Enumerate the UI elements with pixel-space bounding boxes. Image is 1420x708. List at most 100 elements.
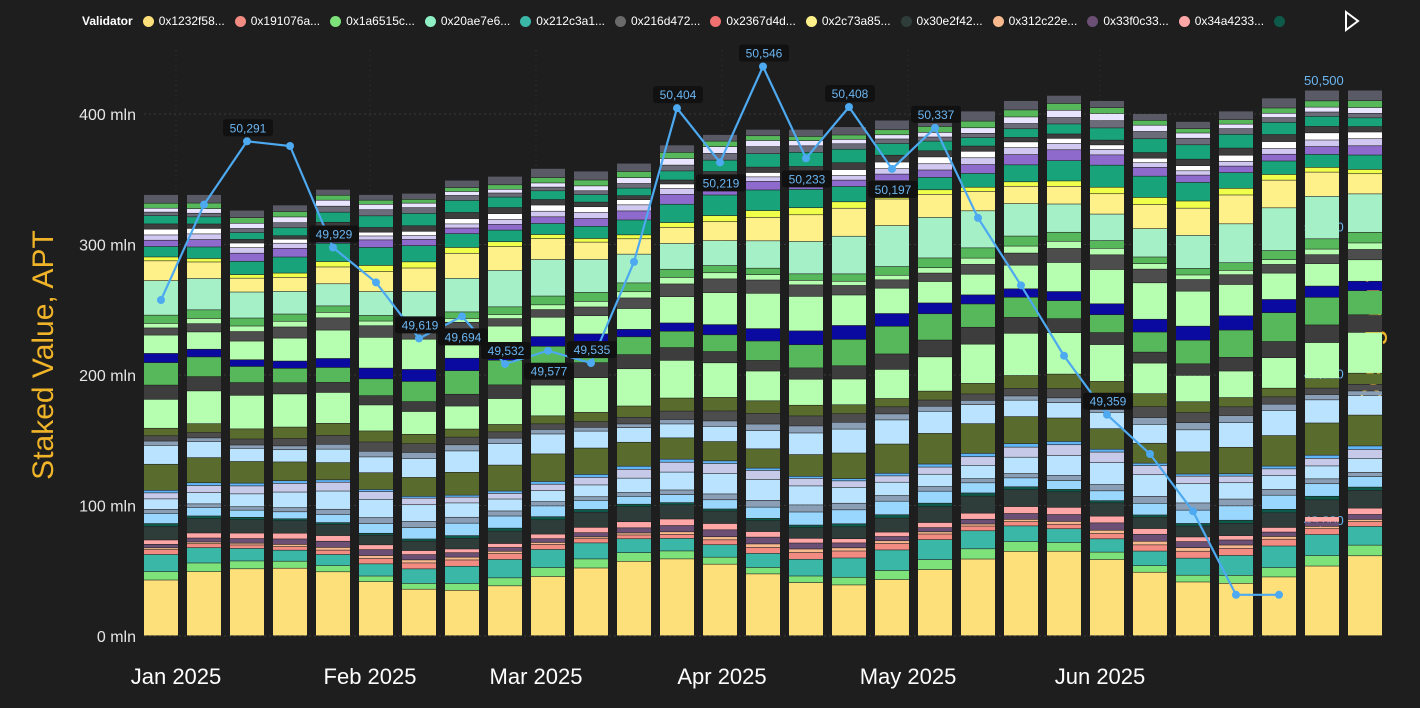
bar-segment <box>832 422 866 429</box>
bar-segment <box>531 191 565 200</box>
bar-segment <box>445 437 479 445</box>
legend-item[interactable]: 0x216d472... <box>615 14 700 28</box>
bar-segment <box>144 246 178 257</box>
bar-segment <box>961 526 995 531</box>
bar-segment <box>1090 255 1124 270</box>
line-point <box>1017 281 1025 290</box>
bar-segment <box>359 216 393 228</box>
bar-segment <box>1004 246 1038 253</box>
bar-segment <box>1004 236 1038 246</box>
legend-item[interactable]: 0x212c3a1... <box>520 14 605 28</box>
bar-segment <box>359 533 393 535</box>
bar-segment <box>1348 194 1382 232</box>
bar-segment <box>316 522 350 525</box>
bar-segment <box>617 200 651 205</box>
legend-item[interactable]: 0x1a6515c... <box>330 14 415 28</box>
bar-segment <box>1262 122 1296 135</box>
bar-segment <box>961 457 995 466</box>
bar-segment <box>445 557 479 560</box>
data-label: 49,929 <box>316 227 353 241</box>
bar-segment <box>1219 520 1253 524</box>
bar-segment <box>832 295 866 326</box>
bar-segment <box>316 462 350 480</box>
bar-segment <box>1348 139 1382 146</box>
legend-dot-icon <box>142 15 154 27</box>
bar-segment <box>832 405 866 414</box>
bar-segment <box>230 429 264 439</box>
bar-segment <box>832 453 866 479</box>
bar-segment <box>1047 551 1081 636</box>
bar-segment <box>961 423 995 454</box>
bar-segment <box>1219 195 1253 224</box>
bar-segment <box>789 140 823 146</box>
x-tick-label: Apr 2025 <box>677 664 766 689</box>
bar-segment <box>703 426 737 442</box>
bar-segment <box>1047 232 1081 241</box>
line-point <box>587 359 595 368</box>
legend-item[interactable]: 0x33f0c33... <box>1087 14 1169 28</box>
legend-item[interactable]: 0x191076a... <box>234 14 320 28</box>
bar-segment <box>746 449 780 468</box>
bar-segment <box>1004 416 1038 444</box>
bar-segment <box>961 531 995 549</box>
legend-next-icon[interactable] <box>1344 10 1360 32</box>
bar-segment <box>445 224 479 228</box>
legend-item[interactable]: 0x2367d4d... <box>710 14 796 28</box>
bar-segment <box>187 247 221 259</box>
legend-item[interactable]: 0x30e2f42... <box>900 14 983 28</box>
bar-segment <box>1348 514 1382 520</box>
bar-segment <box>703 511 737 524</box>
bar-segment <box>488 491 522 494</box>
bar-segment <box>531 434 565 454</box>
bar-segment <box>660 188 694 195</box>
bar-segment <box>359 291 393 316</box>
legend-item[interactable]: 0x34a4233... <box>1178 14 1264 28</box>
bar-segment <box>187 563 221 572</box>
bar-segment <box>273 217 307 223</box>
bar-segment <box>1004 375 1038 389</box>
bar-segment <box>402 554 436 560</box>
data-label: 50,337 <box>918 108 955 122</box>
bar-segment <box>1090 500 1124 503</box>
bar-segment <box>1262 404 1296 411</box>
bar-segment <box>703 494 737 500</box>
bar-segment <box>273 508 307 512</box>
bar-segment <box>789 433 823 455</box>
bar-segment <box>703 421 737 427</box>
bar-segment <box>617 235 651 239</box>
bar-segment <box>144 523 178 527</box>
legend-item[interactable]: 0x20ae7e6... <box>424 14 510 28</box>
bar-segment <box>1090 428 1124 449</box>
bar-segment <box>445 451 479 472</box>
bar-segment <box>832 379 866 405</box>
bar-segment <box>1176 412 1210 423</box>
bar-segment <box>918 503 952 507</box>
bar-segment <box>359 204 393 210</box>
legend-item[interactable]: 0x1232f58... <box>142 14 225 28</box>
bar-segment <box>1133 120 1167 125</box>
bar-segment <box>574 194 608 202</box>
bar-segment <box>187 516 221 519</box>
bar-segment <box>488 270 522 307</box>
bar-segment <box>1348 446 1382 450</box>
legend-item[interactable] <box>1274 14 1290 28</box>
bar-segment <box>1305 455 1339 459</box>
legend-item[interactable]: 0x2c73a85... <box>805 14 891 28</box>
bar-segment <box>1133 545 1167 551</box>
bar-segment <box>746 341 780 361</box>
bar-segment <box>918 464 952 467</box>
bar-segment <box>832 577 866 585</box>
data-label-bg <box>1083 392 1133 410</box>
bar-segment <box>1090 552 1124 560</box>
legend-item[interactable]: 0x312c22e... <box>992 14 1077 28</box>
legend-dot-icon <box>805 15 817 27</box>
bar-segment <box>531 183 565 187</box>
line-point <box>157 296 165 304</box>
data-label-bg <box>438 328 488 346</box>
bar-segment <box>1219 124 1253 129</box>
data-label: 50,408 <box>832 87 869 101</box>
bar-segment <box>918 391 952 400</box>
bar-segment <box>531 168 565 178</box>
bar-segment <box>230 448 264 462</box>
bar-segment <box>789 527 823 539</box>
